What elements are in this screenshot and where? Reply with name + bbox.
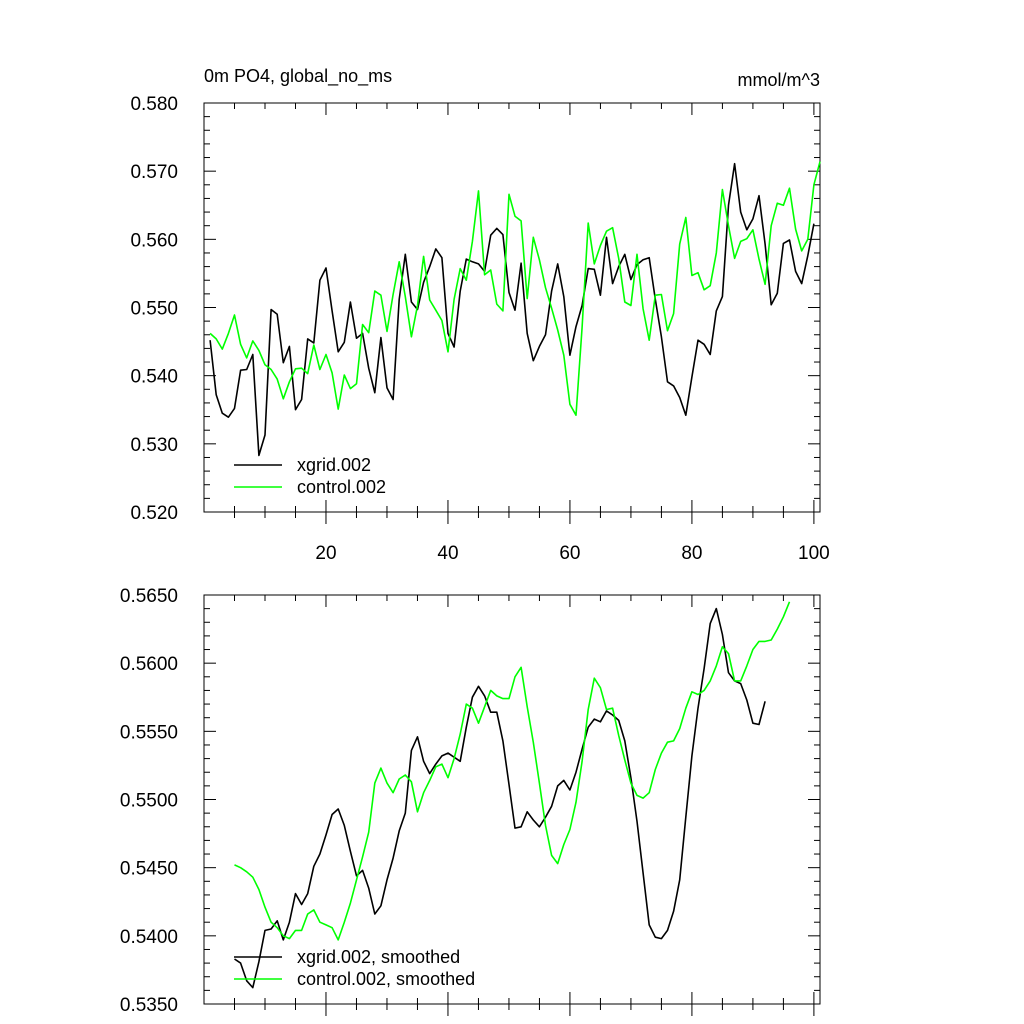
x-tick-label: 60 [559, 543, 580, 564]
y-tick-label: 0.5450 [120, 859, 178, 880]
legend-label: xgrid.002 [297, 455, 371, 475]
series-line-xgrid [234, 607, 766, 989]
y-tick-label: 0.5550 [120, 722, 178, 743]
plot-frame [203, 102, 821, 513]
y-tick-label: 0.580 [130, 94, 178, 115]
top-panel: 0.520 0.530 0.540 0.550 0.560 0.570 0.580 20 40 6… [130, 94, 829, 564]
series-line-xgrid [209, 162, 815, 457]
y-tick-label: 0.550 [130, 299, 178, 320]
y-tick-label: 0.5400 [120, 927, 178, 948]
x-tick-label: 20 [315, 543, 336, 564]
plot-frame [203, 594, 821, 1005]
y-tick-label: 0.5350 [120, 995, 178, 1016]
bottom-panel: 0.5350 0.5400 0.5450 0.5500 0.5550 0.5600 0.56… [120, 586, 821, 1016]
y-tick-label: 0.520 [130, 503, 178, 524]
series-line-control [209, 161, 821, 417]
y-tick-label: 0.5600 [120, 654, 178, 675]
legend-label: xgrid.002, smoothed [297, 947, 460, 967]
y-tick-label: 0.570 [130, 162, 178, 183]
legend-label: control.002 [297, 477, 386, 497]
units-label: mmol/m^3 [738, 70, 820, 90]
y-tick-label: 0.540 [130, 367, 178, 388]
x-tick-label: 80 [681, 543, 702, 564]
series-line-control [234, 601, 791, 941]
legend-label: control.002, smoothed [297, 969, 475, 989]
y-tick-label: 0.5650 [120, 586, 178, 607]
chart-title: 0m PO4, global_no_ms [204, 66, 392, 87]
x-tick-label: 100 [798, 543, 830, 564]
y-tick-label: 0.5500 [120, 791, 178, 812]
x-tick-label: 40 [437, 543, 458, 564]
y-tick-label: 0.530 [130, 435, 178, 456]
y-tick-label: 0.560 [130, 230, 178, 251]
